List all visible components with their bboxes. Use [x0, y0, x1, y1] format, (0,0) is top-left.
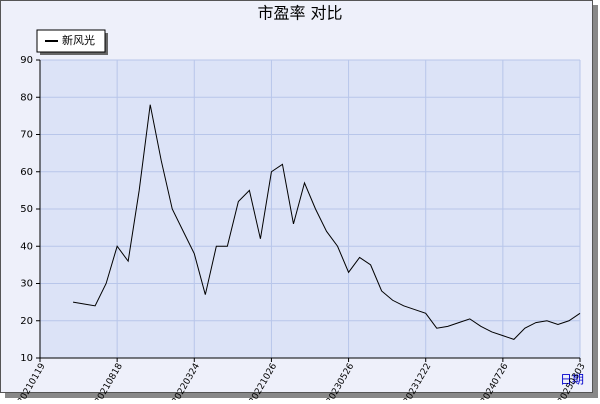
shadow: [593, 5, 598, 398]
shadow: [5, 393, 598, 398]
y-tick-label: 60: [20, 167, 33, 178]
y-tick-label: 10: [20, 353, 33, 364]
x-axis-label: 日期: [560, 373, 584, 387]
y-tick-label: 70: [20, 130, 33, 141]
chart-title: 市盈率 对比: [257, 4, 342, 23]
y-tick-label: 20: [20, 316, 33, 327]
y-tick-label: 50: [20, 204, 33, 215]
legend-label: 新风光: [62, 33, 95, 47]
y-tick-label: 90: [20, 55, 33, 66]
y-tick-label: 30: [20, 279, 33, 290]
y-tick-label: 80: [20, 92, 33, 103]
y-tick-label: 40: [20, 241, 33, 252]
line: [72, 104, 581, 340]
legend: [36, 29, 106, 53]
